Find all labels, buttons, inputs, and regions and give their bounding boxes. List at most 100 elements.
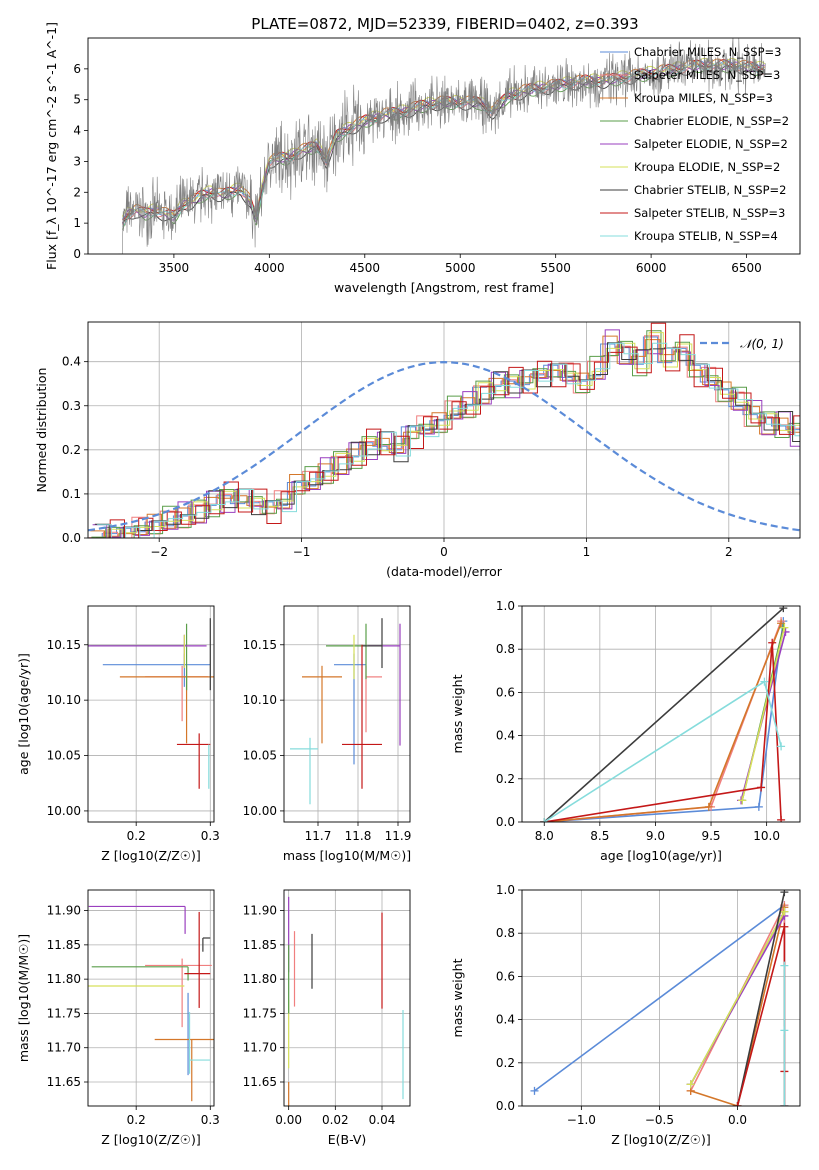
data-spectrum-line — [118, 38, 766, 254]
weight-line — [544, 620, 785, 822]
y-tick-label: 11.90 — [243, 904, 277, 918]
x-tick-label: 11.7 — [305, 829, 332, 843]
x-tick-label: 0.2 — [127, 829, 146, 843]
y-axis-label: age [log10(age/yr)] — [16, 653, 31, 775]
weight-marker — [780, 922, 789, 931]
axes-frame — [87, 321, 801, 539]
errorbar-point — [102, 653, 211, 687]
weight-line — [544, 642, 782, 822]
x-axis-label: age [log10(age/yr)] — [600, 848, 722, 863]
x-tick-label: −2 — [150, 545, 168, 559]
residual-plot-area — [88, 322, 800, 538]
y-tick-label: 11.80 — [243, 972, 277, 986]
x-tick-label: 0 — [440, 545, 448, 559]
y-tick-label: 10.00 — [47, 804, 81, 818]
y-tick-label: 0.2 — [62, 443, 81, 457]
histogram-step-8 — [97, 342, 800, 538]
histogram-step-7 — [96, 322, 800, 538]
weight-marker — [754, 802, 763, 811]
weight-marker — [760, 677, 769, 686]
weight-line — [736, 892, 786, 1106]
y-tick-label: 6 — [73, 62, 81, 76]
x-tick-label: 8.5 — [590, 829, 609, 843]
x-tick-label: 6000 — [636, 261, 667, 275]
age_vs_Z-panel: 0.2 0.3 10.00 10.05 10.10 10.15 Z [log10(Z/Z☉)… — [16, 605, 220, 863]
x-tick-label: 4000 — [254, 261, 285, 275]
axes-frame — [87, 37, 801, 255]
x-tick-label: 11.9 — [385, 829, 412, 843]
x-tick-label: 0.3 — [201, 829, 220, 843]
weight-marker — [540, 818, 549, 822]
x-tick-label: −0.5 — [645, 1113, 674, 1127]
mass_vs_Z-panel: 0.2 0.3 11.65 11.70 11.75 11.80 11.85 11.90 Z [l… — [16, 889, 220, 1147]
weight-marker — [779, 606, 788, 613]
y-tick-label: 0.0 — [496, 1099, 515, 1113]
axes-frame — [283, 605, 411, 823]
errorbar-point — [176, 733, 211, 789]
errorbar-point — [88, 634, 207, 669]
weight-marker — [780, 1026, 789, 1035]
y-tick-label: 0.6 — [496, 969, 515, 983]
errorbar-point — [202, 937, 211, 952]
y-tick-label: 4 — [73, 124, 81, 138]
y-tick-label: 1.0 — [496, 883, 515, 897]
x-axis-label: (data-model)/error — [386, 564, 503, 579]
y-tick-label: 11.70 — [243, 1041, 277, 1055]
y-tick-label: 10.10 — [47, 693, 81, 707]
histogram-step-5 — [93, 332, 800, 538]
age_vs_mass-plot-area — [290, 618, 401, 805]
mass_vs_EBV-plot-area — [288, 896, 404, 1106]
weight-marker — [780, 623, 789, 632]
y-tick-label: 0.4 — [62, 355, 81, 369]
y-tick-label: 11.70 — [47, 1041, 81, 1055]
weight-marker — [777, 815, 786, 822]
x-tick-label: 9.5 — [701, 829, 720, 843]
weight_vs_age-plot-area — [540, 606, 790, 822]
errorbar-point — [290, 737, 318, 805]
mass_vs_EBV-panel: 0.00 0.02 0.04 11.65 11.70 11.75 11.80 11.85 11.… — [243, 889, 411, 1147]
legend-label: Chabrier ELODIE, N_SSP=2 — [634, 114, 789, 128]
errorbar-point — [188, 1012, 211, 1074]
weight-marker — [780, 907, 789, 916]
errorbar-point — [154, 1038, 214, 1102]
y-tick-label: 0.2 — [496, 772, 515, 786]
x-tick-label: 3500 — [159, 261, 190, 275]
y-tick-label: 0.0 — [62, 531, 81, 545]
legend-label: Kroupa MILES, N_SSP=3 — [634, 91, 773, 105]
y-tick-label: 11.90 — [47, 904, 81, 918]
axes-frame — [521, 605, 801, 823]
y-tick-label: 0.8 — [496, 642, 515, 656]
y-tick-label: 11.75 — [243, 1006, 277, 1020]
residuals-panel: −2 −1 0 1 2 0.0 0.1 0.2 0.3 0.4 (data-model)/error… — [34, 321, 801, 579]
legend-label: Salpeter ELODIE, N_SSP=2 — [634, 137, 788, 151]
axes-frame — [283, 889, 411, 1107]
y-axis-label: mass weight — [450, 958, 465, 1037]
x-tick-label: −1 — [293, 545, 311, 559]
x-tick-label: 0.2 — [127, 1113, 146, 1127]
weight-line — [689, 911, 786, 1085]
weight-marker — [780, 890, 789, 897]
errorbar-point — [342, 644, 382, 789]
axes-frame — [521, 889, 801, 1107]
y-tick-label: 0.1 — [62, 487, 81, 501]
x-axis-label: E(B-V) — [328, 1132, 367, 1147]
y-axis-label: Normed distribution — [34, 368, 49, 493]
errorbar-point — [119, 665, 214, 744]
errorbar-point — [88, 905, 186, 934]
figure-title: PLATE=0872, MJD=52339, FIBERID=0402, z=0… — [251, 15, 638, 33]
age_vs_Z-plot-area — [88, 618, 214, 789]
x-tick-label: 0.0 — [728, 1113, 747, 1127]
x-tick-label: 5500 — [540, 261, 571, 275]
legend-label: Kroupa ELODIE, N_SSP=2 — [634, 160, 780, 174]
x-tick-label: 10.0 — [753, 829, 780, 843]
y-tick-label: 11.85 — [243, 938, 277, 952]
errorbar-point — [362, 618, 383, 669]
weight_vs_age-panel: 8.0 8.5 9.0 9.5 10.0 0.0 0.2 0.4 0.6 0.8 1.0 age [l… — [450, 599, 801, 863]
y-tick-label: 11.75 — [47, 1006, 81, 1020]
axes-frame — [87, 605, 215, 823]
weight_vs_Z-panel: −1.0 −0.5 0.0 0.0 0.2 0.4 0.6 0.8 1.0 Z [log10(Z/… — [450, 883, 801, 1147]
weight-marker — [777, 742, 786, 751]
legend-label: Chabrier MILES, N_SSP=3 — [634, 45, 781, 59]
y-tick-label: 11.65 — [243, 1075, 277, 1089]
y-tick-label: 0.4 — [496, 729, 515, 743]
